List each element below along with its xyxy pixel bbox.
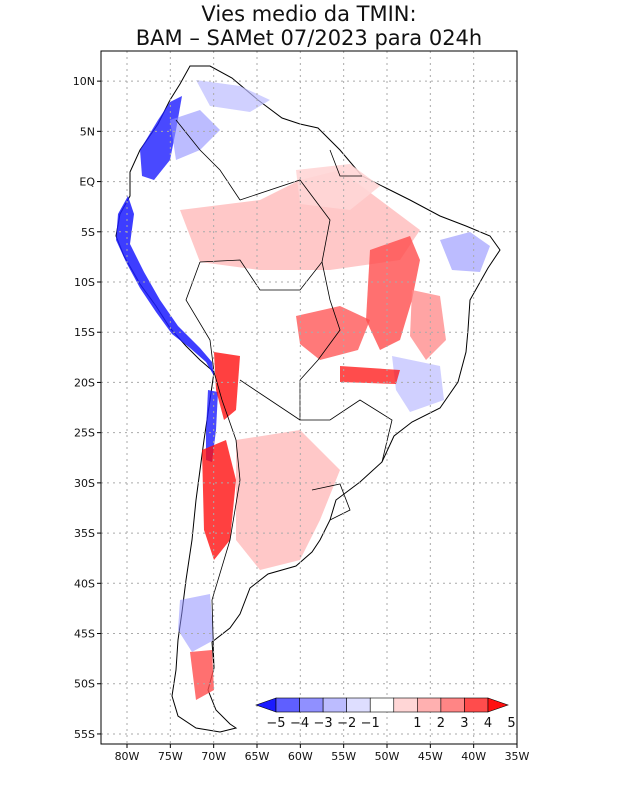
lat-tick-label: 10N: [73, 75, 95, 88]
lat-tick-label: 40S: [74, 577, 95, 590]
colorbar-label: −1: [361, 716, 380, 731]
lat-tick-label: 30S: [74, 477, 95, 490]
lon-tick-label: 55W: [331, 750, 356, 763]
map-grid: [101, 51, 517, 744]
colorbar-bin: [299, 697, 324, 713]
cold-bias-andes-light: [170, 110, 220, 160]
colorbar-label: 5: [507, 716, 515, 731]
lon-tick-label: 80W: [115, 750, 140, 763]
lon-tick-label: 70W: [201, 750, 226, 763]
cold-bias-chile-north: [206, 390, 218, 462]
title-line-2: BAM – SAMet 07/2023 para 024h: [135, 26, 483, 50]
lat-tick-label: 55S: [74, 728, 95, 741]
warm-bias-guianas: [296, 164, 380, 210]
colorbar-bin: [275, 697, 300, 713]
colorbar-label: −4: [290, 716, 309, 731]
lat-tick-label: 20S: [74, 376, 95, 389]
colorbar-high-arrow: [487, 697, 509, 713]
colorbar: −5 −4 −3 −2 −1 1 2 3 4 5: [255, 697, 516, 731]
colorbar-label: −2: [337, 716, 356, 731]
warm-bias-argentina: [236, 430, 340, 570]
longitude-ticks: 80W 75W 70W 65W 60W 55W 50W 45W 40W 35W: [115, 744, 530, 763]
colorbar-bin: [393, 697, 418, 713]
lat-tick-label: 5N: [80, 125, 95, 138]
lat-tick-label: 45S: [74, 628, 95, 641]
cold-bias-ecuador-peru-coast: [116, 196, 214, 376]
colorbar-label: 1: [413, 716, 421, 731]
colorbar-bin: [417, 697, 442, 713]
country-borders: [175, 119, 393, 669]
warm-bias-mato-grosso: [296, 306, 370, 360]
lon-tick-label: 45W: [418, 750, 443, 763]
colorbar-bin: [322, 697, 347, 713]
lon-tick-label: 60W: [288, 750, 313, 763]
colorbar-bin: [369, 697, 395, 713]
warm-bias-southern-patagonia: [190, 650, 214, 700]
lat-tick-label: 25S: [74, 427, 95, 440]
lon-tick-label: 40W: [461, 750, 486, 763]
lat-tick-label: 15S: [74, 326, 95, 339]
warm-bias-north-chile: [214, 352, 240, 420]
warm-bias-central-andes: [202, 440, 236, 560]
colorbar-label: 2: [437, 716, 445, 731]
cold-bias-se-brazil: [392, 356, 444, 412]
map-border: [100, 50, 518, 745]
colorbar-label: −3: [314, 716, 333, 731]
lon-tick-label: 35W: [505, 750, 530, 763]
colorbar-bin: [440, 697, 465, 713]
colorbar-bin: [346, 697, 371, 713]
lat-tick-label: 50S: [74, 678, 95, 691]
cold-bias-venezuela: [196, 80, 270, 112]
warm-bias-goias-east: [410, 290, 446, 360]
warm-bias-central-brazil: [366, 236, 420, 350]
colorbar-bin: [464, 697, 489, 713]
title-line-1: Vies medio da TMIN:: [201, 2, 417, 26]
cold-bias-patagonia: [178, 594, 214, 652]
colorbar-label: 4: [484, 716, 492, 731]
lat-tick-label: 35S: [74, 527, 95, 540]
cold-bias-northeast-brazil: [440, 232, 490, 272]
colorbar-label: 3: [460, 716, 468, 731]
lon-tick-label: 50W: [375, 750, 400, 763]
lat-tick-label: 5S: [81, 226, 95, 239]
lat-tick-label: EQ: [79, 176, 95, 189]
colorbar-label: −5: [266, 716, 285, 731]
warm-bias-pantanal: [340, 366, 400, 384]
cold-bias-colombia: [140, 96, 182, 180]
lon-tick-label: 65W: [245, 750, 270, 763]
lat-tick-label: 10S: [74, 276, 95, 289]
latitude-ticks: 10N 5N EQ 5S 10S 15S 20S 25S 30S 35S 40S 45S 50S 55S: [73, 75, 101, 741]
lon-tick-label: 75W: [158, 750, 183, 763]
